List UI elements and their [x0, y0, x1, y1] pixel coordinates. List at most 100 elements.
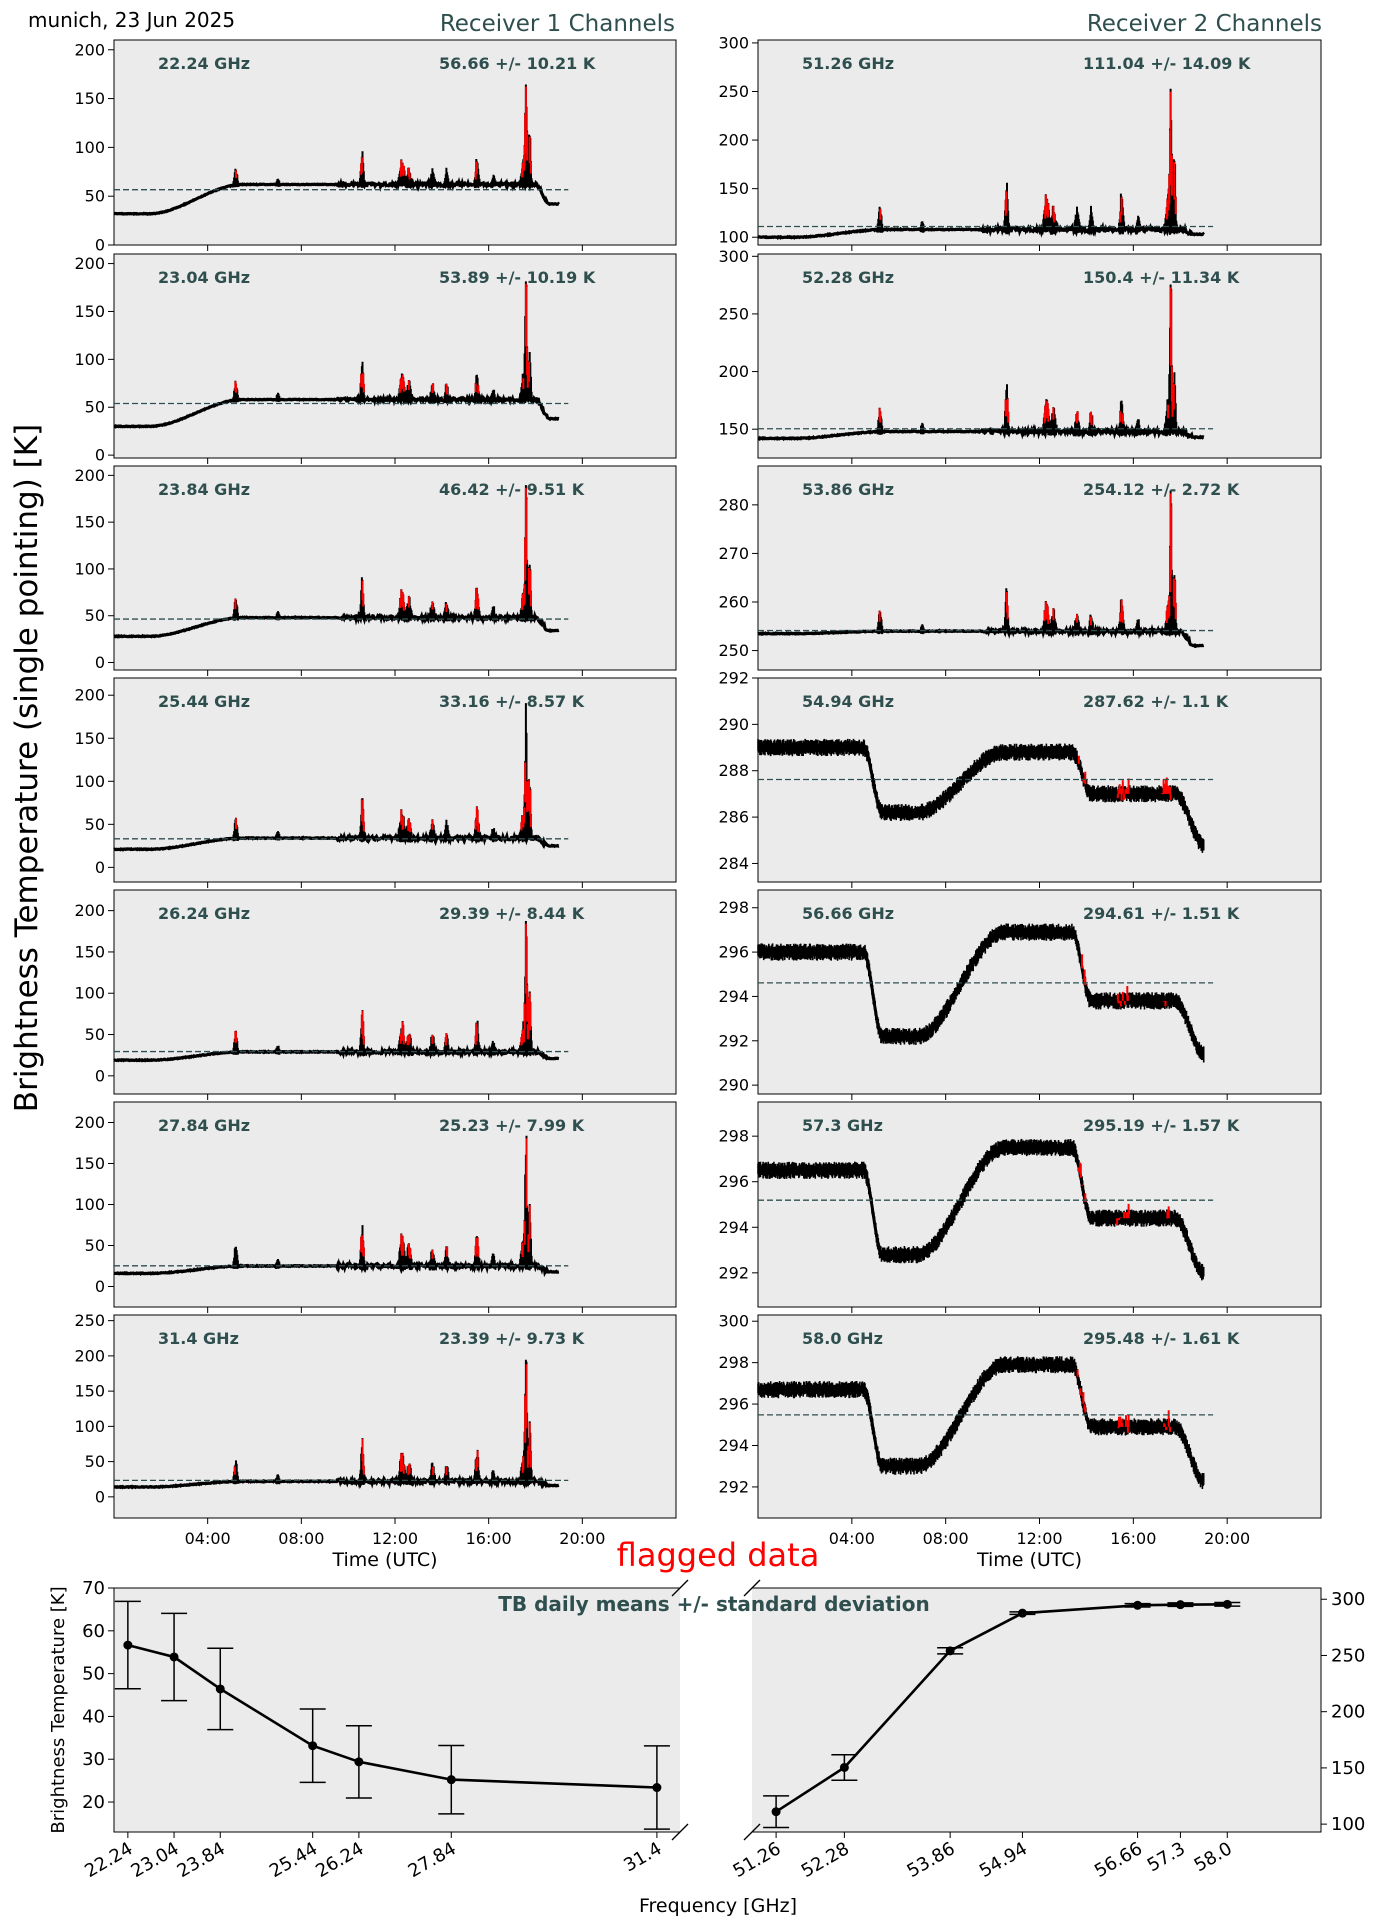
y-tick-label: 300 — [718, 1312, 749, 1331]
receiver1-channel-0: 0 50 100 150 200 22.24 GHz 56.66 +/- 10.21 K — [74, 39, 677, 255]
summary-left-spine — [113, 1587, 680, 1833]
y-tick-label: 150 — [74, 942, 105, 961]
y-tick-label: 50 — [85, 1236, 105, 1255]
summary-title: TB daily means +/- standard deviation — [498, 1592, 930, 1616]
y-tick-label: 100 — [74, 559, 105, 578]
y-tick-label: 0 — [95, 1066, 105, 1085]
plot-area — [113, 677, 677, 883]
y-tick-label: 300 — [718, 247, 749, 266]
receiver2-channel-2: 250 260 270 280 53.86 GHz 254.12 +/- 2.72 K — [718, 465, 1322, 676]
y-tick-label: 0 — [95, 1487, 105, 1506]
channel-stat-label: 53.89 +/- 10.19 K — [439, 268, 596, 287]
y-tick-label: 300 — [1331, 1589, 1365, 1610]
receiver1-panels: 0 50 100 150 200 22.24 GHz 56.66 +/- 10.21 K 0 5… — [74, 39, 677, 1571]
channel-frequency-label: 53.86 GHz — [802, 480, 894, 499]
x-tick-label: 20:00 — [1204, 1529, 1250, 1548]
y-tick-label: 250 — [1331, 1645, 1365, 1666]
plot-area — [757, 465, 1322, 671]
channel-stat-label: 287.62 +/- 1.1 K — [1083, 692, 1229, 711]
y-tick-label: 200 — [74, 254, 105, 273]
channel-frequency-label: 31.4 GHz — [158, 1329, 239, 1348]
flagged-samples — [1077, 1162, 1170, 1225]
y-tick-label: 300 — [718, 33, 749, 52]
flagged-samples — [1081, 954, 1167, 1007]
flagged-samples — [1077, 755, 1172, 801]
x-tick-label: 16:00 — [466, 1529, 512, 1548]
series-line — [757, 623, 1205, 649]
receiver2-channel-3: 284 286 288 290 292 54.94 GHz 287.62 +/- 1.1 K — [718, 669, 1322, 888]
receiver1-title: Receiver 1 Channels — [440, 11, 675, 37]
x-axis-label: Time (UTC) — [976, 1549, 1082, 1571]
y-tick-label: 50 — [82, 1664, 105, 1685]
flagged-samples — [878, 493, 1177, 626]
y-tick-label: 292 — [718, 1263, 749, 1282]
y-tick-label: 100 — [74, 350, 105, 369]
summary-right-area — [752, 1588, 1321, 1832]
channel-stat-label: 295.48 +/- 1.61 K — [1083, 1329, 1240, 1348]
y-tick-label: 50 — [85, 1025, 105, 1044]
receiver2-channel-1: 150 200 250 300 52.28 GHz 150.4 +/- 11.34 K — [718, 247, 1322, 464]
y-tick-label: 250 — [718, 82, 749, 101]
y-tick-label: 292 — [718, 669, 749, 688]
x-tick-label: 04:00 — [185, 1529, 231, 1548]
flagged-samples — [1076, 1369, 1171, 1433]
axis-break-mark — [743, 1579, 761, 1597]
y-tick-label: 292 — [718, 1477, 749, 1496]
x-tick-label: 12:00 — [1016, 1529, 1062, 1548]
y-tick-label: 0 — [95, 653, 105, 672]
y-tick-label: 260 — [718, 593, 749, 612]
plot-area — [757, 253, 1322, 459]
y-tick-label: 50 — [85, 187, 105, 206]
channel-stat-label: 46.42 +/- 9.51 K — [439, 480, 585, 499]
receiver2-channel-5: 292 294 296 298 57.3 GHz 295.19 +/- 1.57 K — [718, 1101, 1322, 1313]
y-tick-label: 200 — [74, 40, 105, 59]
y-tick-label: 60 — [82, 1621, 105, 1642]
y-tick-label: 100 — [74, 138, 105, 157]
y-tick-label: 150 — [718, 420, 749, 439]
mean-point — [945, 1646, 955, 1656]
flagged-data-label: flagged data — [617, 1536, 820, 1574]
site-date-label: munich, 23 Jun 2025 — [28, 8, 235, 32]
y-tick-label: 200 — [1331, 1702, 1365, 1723]
series-line — [758, 930, 1204, 1056]
y-tick-label: 0 — [95, 236, 105, 255]
axis-break-mark — [671, 1579, 689, 1597]
receiver2-channel-6: 292 294 296 298 300 04:00 08:00 12:00 16:00 20:00… — [718, 1312, 1322, 1571]
mean-point — [652, 1783, 662, 1793]
series-line — [113, 391, 560, 429]
mean-point — [308, 1741, 318, 1751]
y-tick-label: 296 — [718, 943, 749, 962]
y-tick-label: 250 — [718, 641, 749, 660]
channel-stat-label: 23.39 +/- 9.73 K — [439, 1329, 585, 1348]
y-tick-label: 0 — [95, 446, 105, 465]
y-tick-label: 50 — [85, 815, 105, 834]
series-line — [113, 609, 560, 639]
plot-area — [757, 889, 1322, 1095]
flagged-samples — [233, 1364, 532, 1476]
y-tick-label: 200 — [74, 1113, 105, 1132]
receiver1-channel-6: 0 50 100 150 200 250 04:00 08:00 12:00 16:00 20:00… — [74, 1311, 677, 1571]
flagged-samples — [879, 91, 1177, 223]
flagged-samples — [878, 287, 1175, 426]
y-tick-label: 150 — [1331, 1758, 1365, 1779]
y-tick-label: 200 — [718, 131, 749, 150]
y-tick-label: 200 — [74, 901, 105, 920]
y-tick-label: 150 — [74, 513, 105, 532]
channel-stat-label: 254.12 +/- 2.72 K — [1083, 480, 1240, 499]
channel-frequency-label: 52.28 GHz — [802, 268, 894, 287]
summary-left-area — [114, 1588, 680, 1832]
y-tick-label: 280 — [718, 495, 749, 514]
mean-point — [1133, 1600, 1143, 1610]
channel-frequency-label: 23.04 GHz — [158, 268, 250, 287]
y-tick-label: 298 — [718, 1353, 749, 1372]
y-tick-label: 294 — [718, 1218, 749, 1237]
plot-area — [113, 1101, 677, 1308]
y-tick-label: 100 — [74, 1417, 105, 1436]
channel-frequency-label: 51.26 GHz — [802, 54, 894, 73]
y-tick-label: 150 — [74, 1382, 105, 1401]
x-tick-label: 20:00 — [559, 1529, 605, 1548]
mean-point — [446, 1775, 456, 1785]
y-tick-label: 284 — [718, 854, 749, 873]
